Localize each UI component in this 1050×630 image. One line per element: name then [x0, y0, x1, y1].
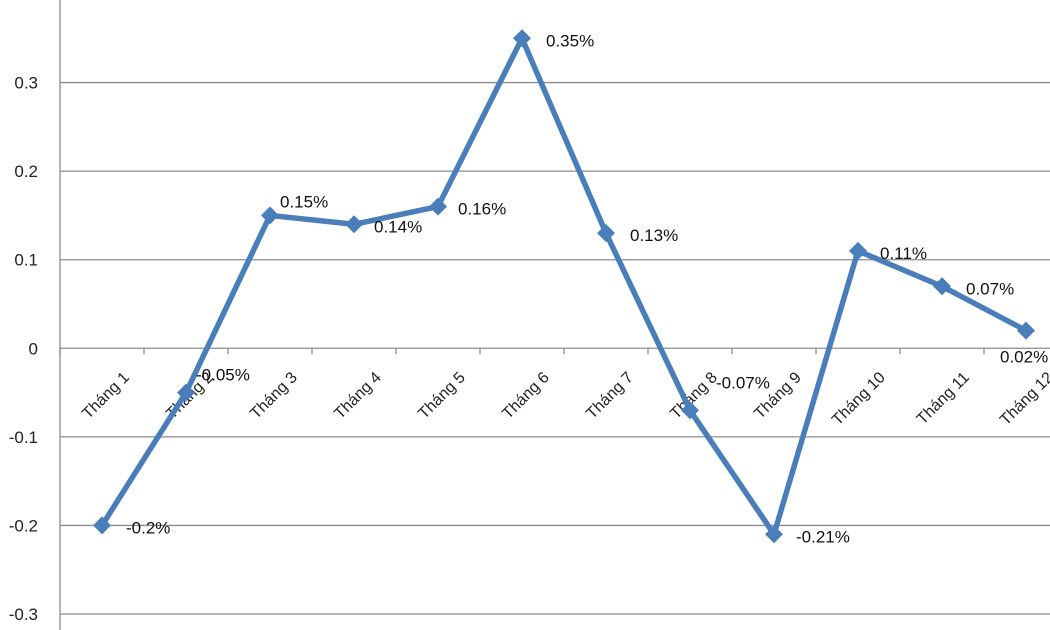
data-point-marker: [597, 224, 615, 243]
series-line: [99, 35, 1029, 538]
x-tick-label: Tháng 1: [79, 369, 133, 423]
data-label: 0.02%: [1000, 348, 1048, 367]
data-label: -0.21%: [796, 527, 850, 546]
data-point-marker: [1017, 321, 1035, 340]
data-label: 0.13%: [630, 226, 678, 245]
data-point-marker: [429, 197, 447, 216]
data-label: 0.11%: [880, 244, 927, 263]
y-tick-label: -0.2: [9, 516, 38, 535]
data-point-marker: [93, 516, 111, 535]
data-labels: -0.2% -0.05% 0.15% 0.14% 0.16% 0.35% 0.13% -0.0…: [126, 31, 1048, 546]
x-tick-label: Tháng 5: [415, 369, 469, 423]
y-axis-tick-labels: -0.3 -0.2 -0.1 0 0.1 0.2 0.3 0.4: [9, 0, 38, 624]
data-label: 0.15%: [280, 192, 328, 211]
data-point-marker: [513, 29, 531, 48]
data-label: -0.05%: [196, 366, 250, 385]
data-point-marker: [849, 241, 867, 260]
data-label: -0.07%: [716, 373, 770, 392]
y-tick-label: 0: [29, 339, 38, 358]
series-line-layer: [99, 35, 1029, 538]
y-tick-label: 0.2: [14, 162, 38, 181]
x-tick-label: Tháng 3: [247, 369, 301, 423]
gridlines: [60, 81, 1050, 615]
data-point-marker: [261, 206, 279, 225]
y-tick-label: 0.4: [14, 0, 38, 4]
y-tick-label: 0.1: [14, 251, 38, 270]
data-point-marker: [933, 277, 951, 296]
data-point-marker: [345, 215, 363, 234]
y-tick-label: -0.1: [9, 428, 38, 447]
data-label: 0.16%: [458, 200, 506, 219]
x-tick-label: Tháng 6: [499, 369, 553, 423]
y-tick-label: -0.3: [9, 605, 38, 624]
axes: [59, 0, 1050, 630]
data-label: 0.07%: [966, 279, 1014, 298]
data-point-marker: [681, 401, 699, 420]
data-label: 0.35%: [546, 31, 594, 50]
x-tick-label: Tháng 11: [914, 369, 973, 428]
data-point-marker: [765, 525, 783, 544]
data-point-marker: [177, 383, 195, 402]
x-tick-label: Tháng 4: [331, 369, 385, 423]
data-label: -0.2%: [126, 518, 170, 537]
data-markers: [93, 29, 1035, 544]
y-tick-label: 0.3: [14, 74, 38, 93]
x-tick-label: Tháng 7: [583, 369, 637, 423]
x-tick-label: Tháng 12: [997, 369, 1050, 429]
x-tick-label: Tháng 10: [829, 369, 889, 429]
data-label: 0.14%: [374, 217, 422, 236]
